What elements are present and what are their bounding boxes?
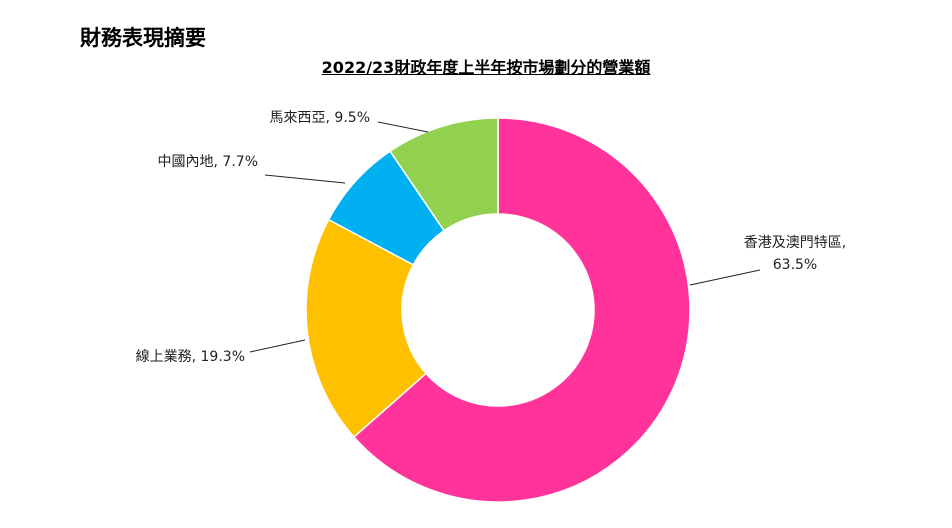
chart-title: 2022/23財政年度上半年按市場劃分的營業額 [321, 58, 651, 77]
heading: 財務表現摘要 [80, 26, 206, 50]
leader-line [377, 121, 429, 133]
leader-line [249, 339, 306, 353]
slice-label: 線上業務, 19.3% [135, 349, 245, 365]
slice-label: 馬來西亞, 9.5% [269, 110, 370, 126]
leader-line [264, 174, 346, 184]
donut-slice [305, 218, 428, 439]
slice-label: 香港及澳門特區, 63.5% [743, 235, 847, 273]
donut-slice [389, 117, 499, 232]
leader-line [689, 269, 761, 286]
donut-slice [352, 117, 691, 503]
slice-label: 中國內地, 7.7% [157, 154, 258, 170]
